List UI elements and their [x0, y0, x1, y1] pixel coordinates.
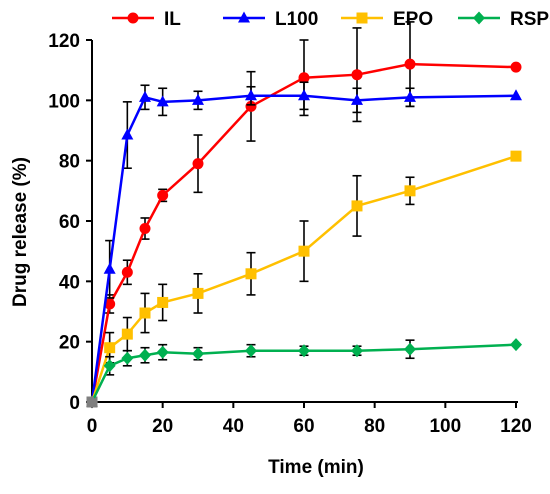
data-point-rspo — [121, 351, 134, 365]
data-point-il — [245, 100, 257, 112]
legend-item-il: IL — [112, 9, 181, 30]
data-point-epo — [157, 296, 169, 308]
data-point-epo — [510, 150, 522, 162]
data-point-il — [404, 58, 416, 70]
x-tick-label: 60 — [293, 416, 314, 437]
y-tick-label: 120 — [48, 31, 80, 52]
legend-item-l100: L100 — [223, 9, 318, 30]
y-tick-label: 60 — [59, 212, 80, 233]
data-point-il — [157, 189, 169, 201]
data-point-rspo — [510, 338, 522, 352]
data-point-l100 — [510, 89, 522, 101]
legend-marker-l100 — [238, 11, 250, 23]
legend-label-rspo: RSPO — [510, 9, 550, 30]
series-epo — [86, 150, 522, 408]
data-point-epo — [104, 342, 116, 354]
data-point-l100 — [139, 90, 151, 102]
x-tick-label: 100 — [429, 416, 461, 437]
legend: IL L100 EPO RSPO — [112, 9, 550, 30]
data-point-epo — [404, 185, 416, 197]
data-point-l100 — [404, 90, 416, 102]
x-tick-label: 120 — [500, 416, 532, 437]
data-point-il — [139, 223, 151, 235]
x-tick-label: 80 — [364, 416, 385, 437]
data-point-l100 — [103, 262, 116, 274]
data-point-epo — [192, 287, 204, 299]
data-point-il — [104, 298, 116, 310]
data-point-rspo — [245, 344, 257, 358]
x-axis-title: Time (min) — [268, 457, 364, 478]
data-point-l100 — [192, 93, 204, 105]
data-point-epo — [121, 328, 133, 340]
data-point-l100 — [121, 128, 134, 140]
data-point-rspo — [351, 344, 363, 358]
data-point-l100 — [351, 93, 363, 105]
data-point-rspo — [139, 348, 151, 362]
data-point-il — [121, 266, 133, 278]
data-point-rspo — [404, 342, 416, 356]
data-point-il — [510, 61, 522, 73]
legend-item-epo: EPO — [341, 9, 433, 30]
series-layer — [86, 21, 522, 409]
x-tick-label: 40 — [223, 416, 244, 437]
data-point-il — [192, 158, 204, 170]
data-point-epo — [139, 307, 151, 319]
data-point-rspo — [156, 345, 169, 359]
series-rspo — [86, 338, 522, 409]
legend-label-l100: L100 — [275, 9, 318, 30]
y-axis-title: Drug release (%) — [10, 157, 31, 307]
x-tick-label: 20 — [152, 416, 173, 437]
y-tick-label: 0 — [69, 393, 80, 414]
legend-label-epo: EPO — [393, 9, 433, 30]
data-point-l100 — [245, 89, 257, 101]
legend-marker-epo — [356, 12, 368, 24]
data-point-epo — [298, 245, 310, 257]
legend-marker-rspo — [473, 11, 485, 25]
data-point-rspo — [86, 395, 98, 409]
x-tick-label: 0 — [87, 416, 98, 437]
y-tick-label: 100 — [48, 91, 80, 112]
data-point-rspo — [192, 347, 204, 361]
legend-marker-il — [127, 12, 139, 24]
y-tick-label: 80 — [59, 152, 80, 173]
y-tick-label: 20 — [59, 333, 80, 354]
data-point-il — [351, 69, 363, 81]
legend-item-rspo: RSPO — [458, 9, 550, 30]
data-point-l100 — [298, 89, 310, 101]
data-point-il — [298, 72, 310, 84]
data-point-rspo — [103, 359, 116, 373]
axes: 0 20 40 60 80 100 120 0 20 40 60 80 100 120 — [48, 31, 532, 437]
y-tick-label: 40 — [59, 272, 80, 293]
data-point-epo — [351, 200, 363, 212]
legend-label-il: IL — [164, 9, 181, 30]
data-point-rspo — [298, 344, 310, 358]
data-point-l100 — [156, 95, 169, 107]
series-l100 — [86, 81, 522, 407]
data-point-epo — [245, 268, 257, 280]
